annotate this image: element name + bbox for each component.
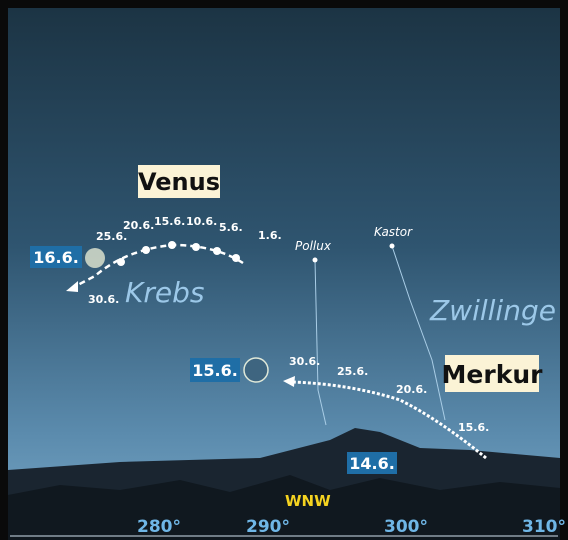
planet-label: Merkur — [442, 360, 544, 389]
constellation-lines — [314, 245, 446, 426]
date-label: 10.6. — [186, 215, 217, 228]
azimuth-label: 310° — [522, 517, 566, 537]
date-label: 20.6. — [396, 383, 427, 396]
date-label: 25.6. — [337, 365, 368, 378]
date-label: 20.6. — [123, 219, 154, 232]
arrow — [66, 281, 78, 292]
date-label: 30.6. — [289, 355, 320, 368]
date-label: 5.6. — [219, 221, 243, 234]
date-label: 1.6. — [258, 229, 282, 242]
azimuth-label: 280° — [137, 517, 181, 537]
date-box — [347, 452, 397, 474]
azimuth-label: 290° — [246, 517, 290, 537]
date-label: 15.6. — [154, 215, 185, 228]
moon — [85, 248, 105, 268]
foreground — [8, 475, 560, 540]
date-label: 30.6. — [88, 293, 119, 306]
star — [312, 257, 318, 263]
date-label: 25.6. — [96, 230, 127, 243]
date-box — [190, 358, 240, 382]
constellation-label: Zwillinge — [429, 294, 556, 327]
star-label: Pollux — [295, 239, 332, 253]
date-label: 15.6. — [458, 421, 489, 434]
star-label: Kastor — [374, 225, 413, 239]
date-box — [30, 246, 82, 268]
arrow — [283, 376, 295, 387]
label-box — [445, 355, 539, 392]
label-box — [138, 165, 220, 198]
azimuth-label: 300° — [384, 517, 428, 537]
date-box-label: 14.6. — [349, 454, 395, 473]
direction-label: WNW — [285, 492, 331, 510]
moon — [243, 357, 269, 383]
planet-label: Venus — [138, 168, 220, 196]
star — [389, 243, 395, 249]
venus-positions — [117, 241, 240, 266]
date-box-label: 15.6. — [192, 361, 238, 380]
constellation-label: Krebs — [125, 276, 204, 309]
date-box-label: 16.6. — [33, 248, 79, 267]
